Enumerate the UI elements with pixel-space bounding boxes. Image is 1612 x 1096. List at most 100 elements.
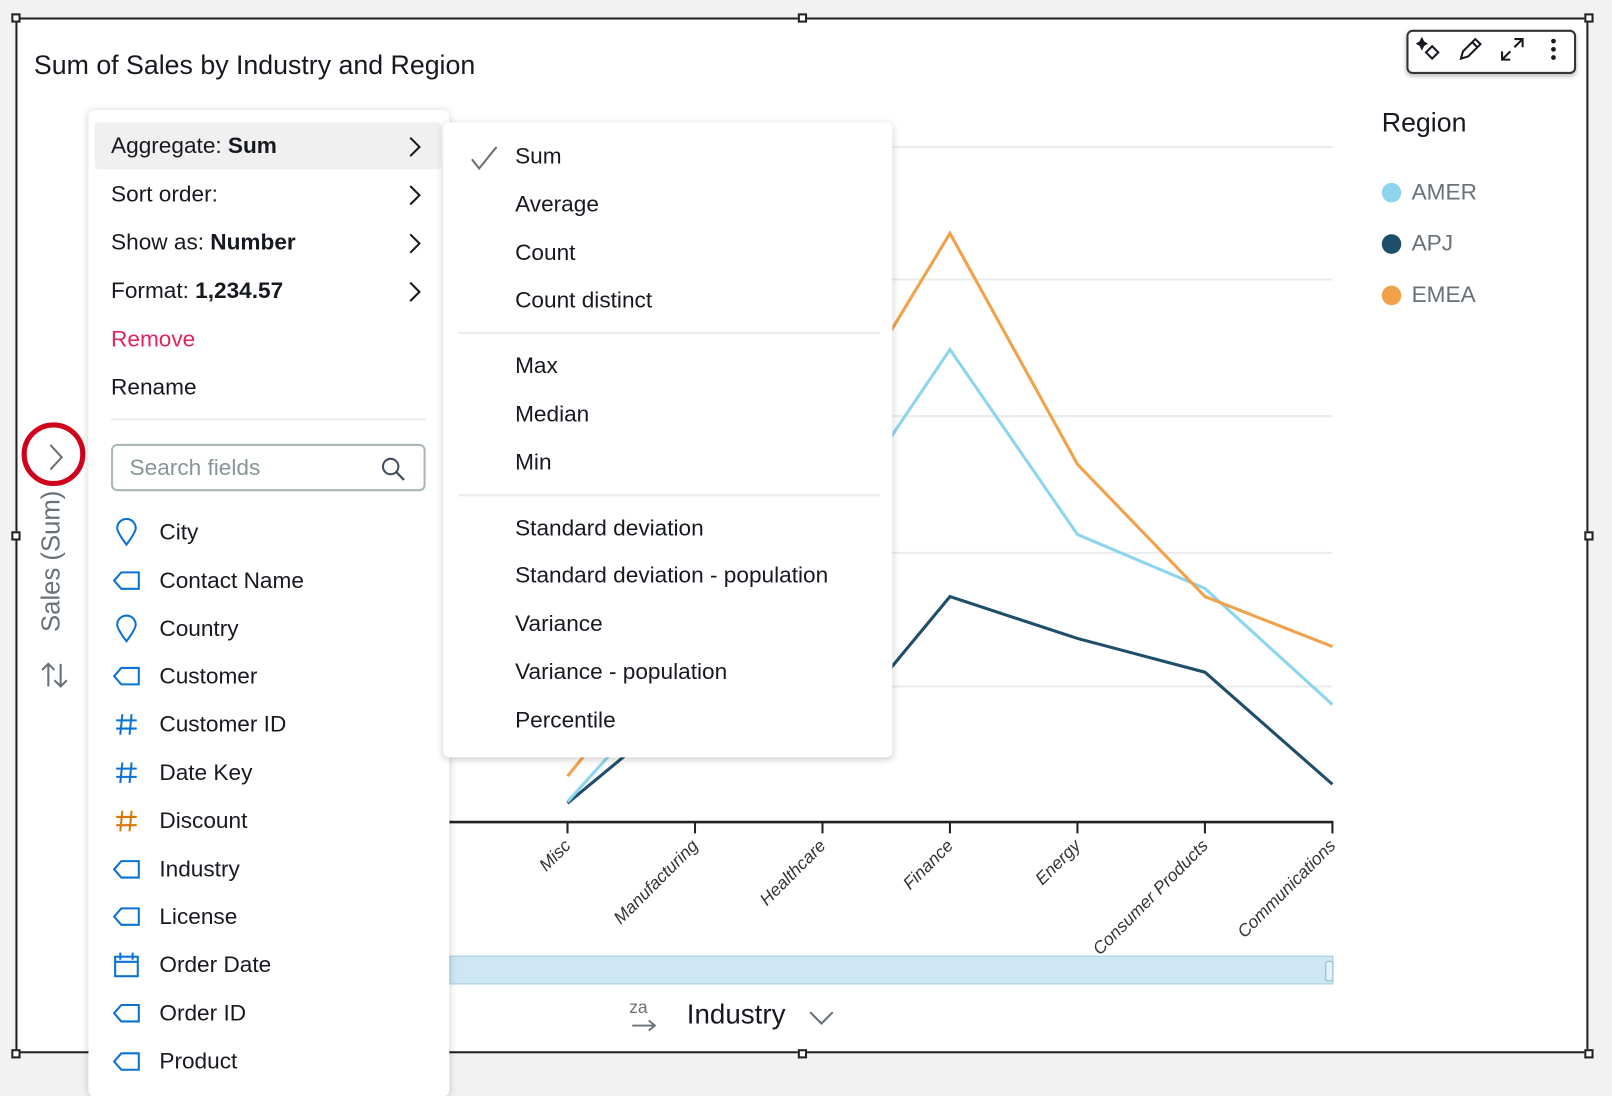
resize-handle[interactable] (11, 1049, 21, 1059)
field-label: City (159, 518, 199, 545)
swap-axes-icon[interactable] (39, 660, 70, 691)
y-axis-title[interactable]: Sales (Sum) (37, 490, 66, 632)
chevron-down-icon[interactable] (808, 1009, 835, 1025)
aggregate-option-standard-deviation-population[interactable]: Standard deviation - population (515, 562, 829, 589)
field-item-customer[interactable]: Customer (111, 656, 257, 697)
hash-icon (111, 709, 142, 740)
resize-handle[interactable] (1584, 13, 1594, 23)
legend-swatch (1381, 285, 1402, 305)
aggregate-option-max[interactable]: Max (515, 352, 558, 379)
legend-item-apj[interactable]: APJ (1381, 230, 1454, 257)
aggregate-option-median[interactable]: Median (515, 400, 590, 427)
hash-icon (111, 757, 142, 788)
field-context-menu: Aggregate: Sum Sort order: Show as: Number Fo… (88, 109, 450, 1096)
x-tick-label: Finance (899, 835, 957, 893)
x-tick-label: Manufacturing (609, 835, 702, 928)
field-item-contact-name[interactable]: Contact Name (111, 560, 304, 601)
location-pin-icon (111, 517, 142, 548)
field-item-date-key[interactable]: Date Key (111, 752, 252, 793)
submenu-divider (458, 332, 881, 335)
legend-label: EMEA (1411, 281, 1476, 308)
menu-item-rename[interactable]: Rename (95, 364, 441, 411)
submenu-divider (458, 493, 881, 496)
arrow-right-icon (632, 1019, 657, 1032)
menu-item-sortorder[interactable]: Sort order: (95, 171, 441, 218)
menu-item-label: Remove (111, 325, 196, 352)
resize-handle[interactable] (797, 13, 808, 23)
aggregate-submenu: Sum Average Count Count distinct Max Median Mi… (443, 122, 893, 758)
search-icon[interactable] (380, 456, 407, 483)
hash-icon (111, 805, 142, 836)
field-label: Industry (159, 855, 240, 882)
menu-item-remove[interactable]: Remove (95, 315, 441, 362)
checkmark-icon (471, 146, 498, 171)
search-fields-box[interactable] (111, 443, 426, 492)
aggregate-option-min[interactable]: Min (515, 448, 552, 475)
aggregate-option-count[interactable]: Count (515, 239, 576, 265)
field-item-product[interactable]: Product (111, 1041, 237, 1082)
aggregate-option-average[interactable]: Average (515, 190, 599, 217)
field-label: License (159, 903, 238, 930)
field-item-city[interactable]: City (111, 512, 198, 553)
aggregate-option-variance-population[interactable]: Variance - population (515, 658, 728, 685)
field-item-license[interactable]: License (111, 896, 237, 937)
expand-icon[interactable] (1499, 36, 1526, 68)
chevron-right-icon (408, 184, 422, 213)
menu-item-label: Sort order: (111, 180, 218, 207)
x-axis-title[interactable]: Industry (686, 998, 786, 1030)
location-pin-icon (111, 613, 142, 644)
field-label: Date Key (159, 759, 253, 786)
more-vertical-icon[interactable] (1540, 36, 1567, 68)
aggregate-option-variance[interactable]: Variance (515, 610, 603, 637)
tag-icon (111, 854, 142, 885)
tag-icon (111, 1046, 142, 1077)
field-label: Customer ID (159, 711, 287, 737)
aggregate-option-standard-deviation[interactable]: Standard deviation (515, 514, 704, 541)
menu-item-label: Format: (111, 277, 189, 304)
tag-icon (111, 998, 142, 1029)
tag-icon (111, 902, 142, 933)
chevron-right-icon[interactable] (46, 443, 67, 472)
field-label: Product (159, 1047, 238, 1074)
resize-handle[interactable] (11, 13, 21, 23)
pencil-icon[interactable] (1457, 36, 1484, 68)
tag-icon (111, 661, 142, 692)
legend-swatch (1381, 182, 1402, 202)
field-item-country[interactable]: Country (111, 608, 239, 649)
legend-item-emea[interactable]: EMEA (1381, 281, 1476, 309)
legend-label: APJ (1411, 230, 1454, 256)
aggregate-option-percentile[interactable]: Percentile (515, 706, 616, 733)
aggregate-option-count-distinct[interactable]: Count distinct (515, 287, 653, 313)
search-fields-input[interactable] (127, 453, 379, 482)
field-item-discount[interactable]: Discount (111, 800, 247, 841)
field-item-industry[interactable]: Industry (111, 848, 240, 889)
insights-sparkle-icon[interactable] (1415, 36, 1443, 68)
scrollbar-handle[interactable] (1325, 960, 1334, 982)
sort-descending-icon[interactable]: za (629, 998, 660, 1034)
legend-title: Region (1381, 106, 1467, 138)
field-item-order-date[interactable]: Order Date (111, 945, 271, 986)
menu-divider (111, 418, 426, 421)
resize-handle[interactable] (11, 531, 21, 541)
menu-item-showas[interactable]: Show as: Number (95, 219, 441, 266)
field-label: Contact Name (159, 567, 304, 593)
legend-item-amer[interactable]: AMER (1381, 178, 1477, 206)
legend-label: AMER (1411, 178, 1477, 205)
menu-item-value: Number (210, 229, 296, 255)
x-axis-scrollbar[interactable] (449, 955, 1334, 985)
aggregate-option-sum[interactable]: Sum (515, 142, 562, 169)
field-item-order-id[interactable]: Order ID (111, 993, 246, 1034)
resize-handle[interactable] (797, 1049, 808, 1059)
resize-handle[interactable] (1584, 531, 1594, 541)
menu-item-label: Aggregate: (111, 132, 222, 159)
resize-handle[interactable] (1584, 1049, 1594, 1059)
menu-item-aggregate[interactable]: Aggregate: Sum (94, 122, 442, 170)
x-tick-label: Consumer Products (1089, 835, 1213, 958)
chevron-right-icon (408, 232, 422, 261)
menu-item-format[interactable]: Format: 1,234.57 (95, 267, 441, 314)
field-item-customer-id[interactable]: Customer ID (111, 704, 286, 745)
x-tick-label: Misc (535, 835, 575, 875)
field-label: Order Date (159, 951, 272, 978)
calendar-icon (111, 950, 142, 981)
field-label: Discount (159, 807, 248, 834)
